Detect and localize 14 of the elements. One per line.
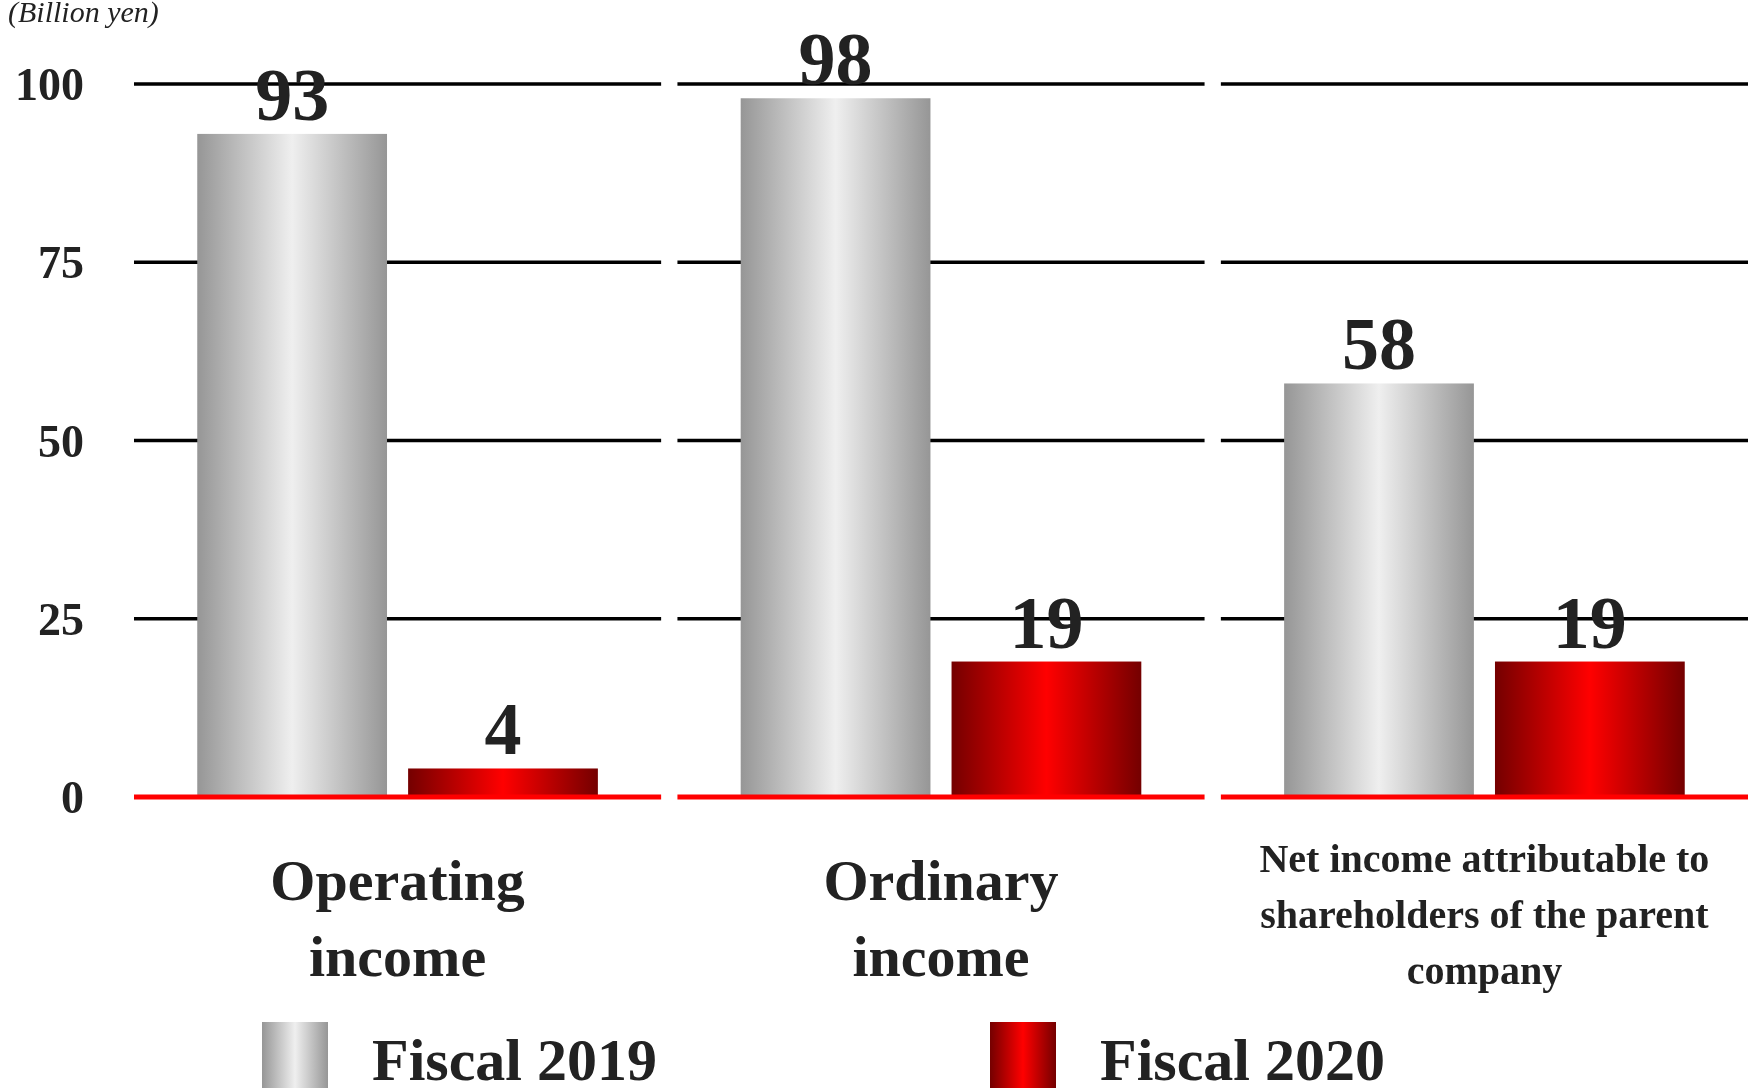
- y-tick-label: 50: [38, 415, 84, 467]
- data-label: 58: [1342, 303, 1417, 386]
- x-tick-label: Net income attributable to shareholders of the parent company: [1259, 836, 1710, 993]
- legend-label: Fiscal 2020: [1100, 1027, 1385, 1088]
- y-axis-title: (Billion yen): [8, 0, 159, 29]
- legend-label: Fiscal 2019: [372, 1027, 657, 1088]
- y-tick-label: 75: [38, 237, 84, 289]
- data-label: 98: [798, 18, 873, 101]
- y-tick-label: 100: [15, 59, 84, 111]
- y-tick-label: 25: [38, 593, 84, 645]
- data-label: 4: [484, 688, 522, 771]
- x-tick-label: Operating income: [270, 848, 525, 989]
- x-tick-label: Ordinary income: [823, 848, 1059, 989]
- y-tick-label: 0: [61, 772, 84, 824]
